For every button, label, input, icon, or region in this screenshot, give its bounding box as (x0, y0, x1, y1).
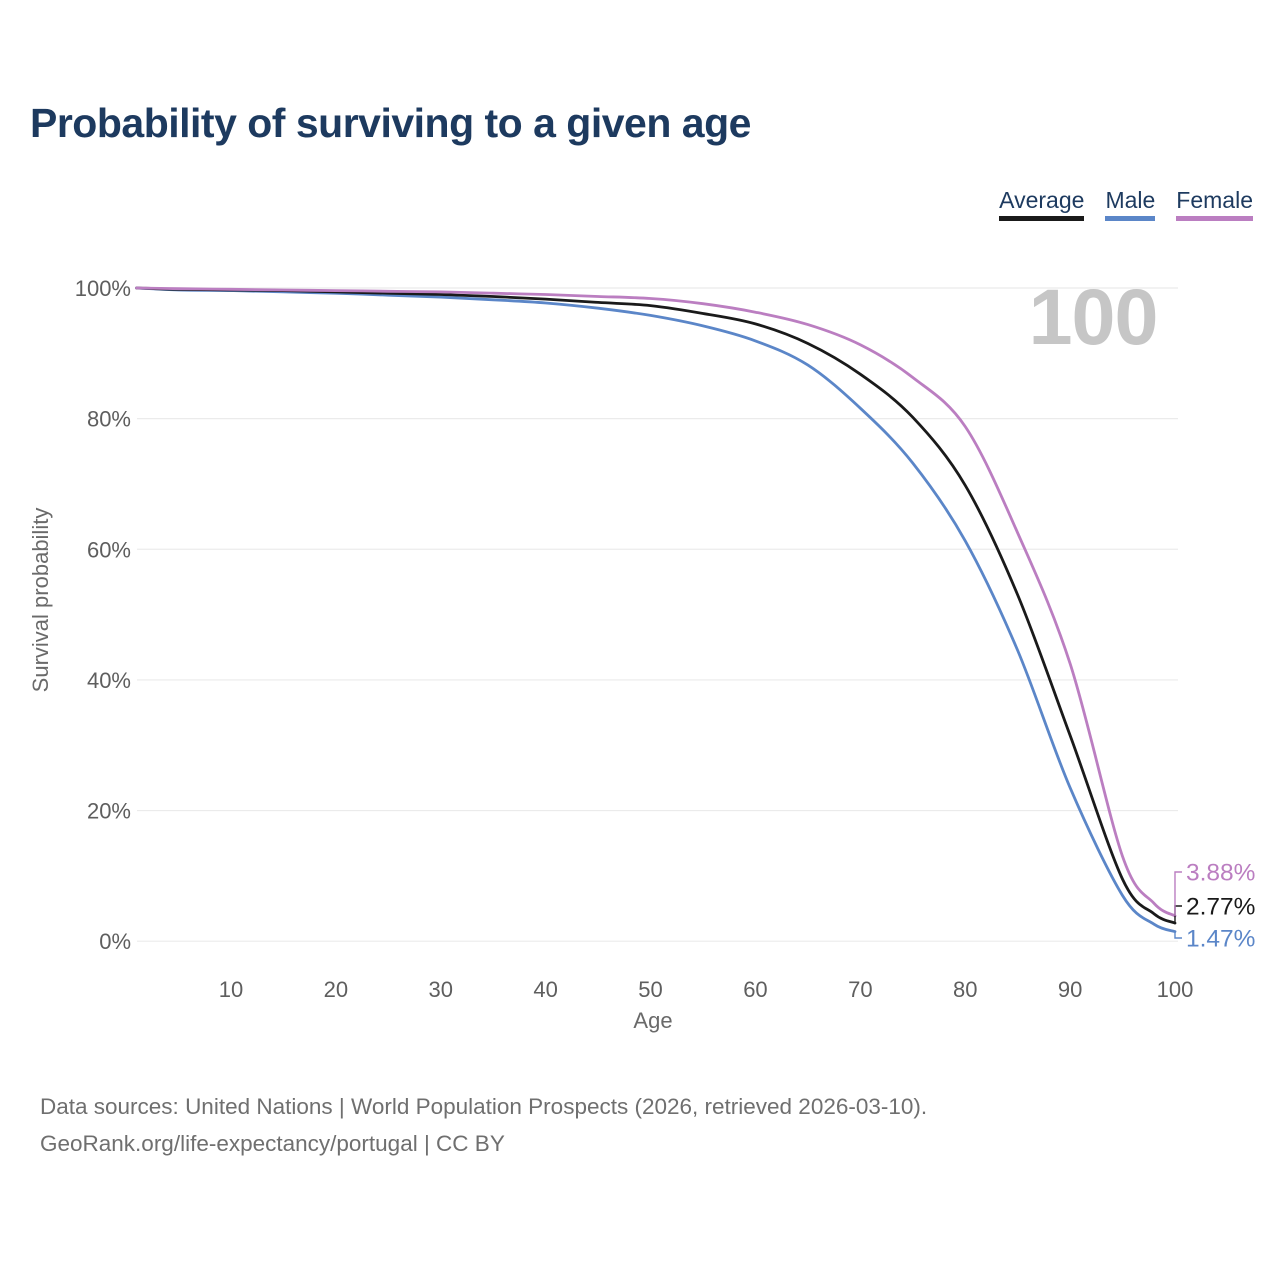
y-axis-title: Survival probability (28, 508, 53, 693)
x-axis-title: Age (633, 1008, 672, 1033)
chart-legend: Average Male Female (999, 187, 1253, 222)
curve-male (135, 286, 1177, 933)
end-label-female: 3.88% (1186, 860, 1255, 887)
y-tick-label-60: 60% (87, 537, 131, 562)
curve-average (135, 286, 1177, 925)
y-tick-label-80: 80% (87, 407, 131, 432)
footer-sources-line: Data sources: United Nations | World Pop… (40, 1094, 928, 1119)
x-tick-label-50: 50 (638, 977, 662, 1002)
x-tick-label-80: 80 (953, 977, 977, 1002)
legend-underline-female (1176, 216, 1253, 222)
legend-item-female[interactable]: Female (1176, 187, 1253, 222)
chart-footer: Data sources: United Nations | World Pop… (40, 1088, 927, 1162)
legend-underline-average (999, 216, 1085, 222)
x-tick-label-100: 100 (1157, 977, 1194, 1002)
x-tick-label-60: 60 (743, 977, 767, 1002)
x-tick-label-30: 30 (429, 977, 453, 1002)
end-label-average: 2.77% (1186, 894, 1255, 921)
y-tick-label-40: 40% (87, 668, 131, 693)
y-tick-label-20: 20% (87, 799, 131, 824)
watermark-text: 100 (1029, 272, 1158, 361)
footer-attribution-line: GeoRank.org/life-expectancy/portugal | C… (40, 1131, 505, 1156)
legend-item-male[interactable]: Male (1105, 187, 1156, 222)
end-connector-female (1174, 871, 1182, 916)
legend-item-average[interactable]: Average (999, 187, 1085, 222)
legend-label-female: Female (1176, 187, 1253, 213)
legend-label-male: Male (1105, 187, 1156, 213)
curve-female (135, 286, 1177, 918)
end-connector-average (1174, 905, 1182, 924)
x-tick-label-90: 90 (1058, 977, 1082, 1002)
x-tick-label-10: 10 (219, 977, 243, 1002)
x-tick-label-40: 40 (533, 977, 557, 1002)
x-tick-label-70: 70 (848, 977, 872, 1002)
x-tick-label-20: 20 (324, 977, 348, 1002)
end-connector-male (1174, 931, 1182, 939)
legend-underline-male (1105, 216, 1156, 222)
end-label-male: 1.47% (1186, 926, 1255, 953)
y-tick-label-100: 100% (75, 276, 131, 301)
chart-title: Probability of surviving to a given age (30, 100, 751, 146)
y-tick-label-0: 0% (99, 929, 131, 954)
legend-label-average: Average (999, 187, 1085, 213)
